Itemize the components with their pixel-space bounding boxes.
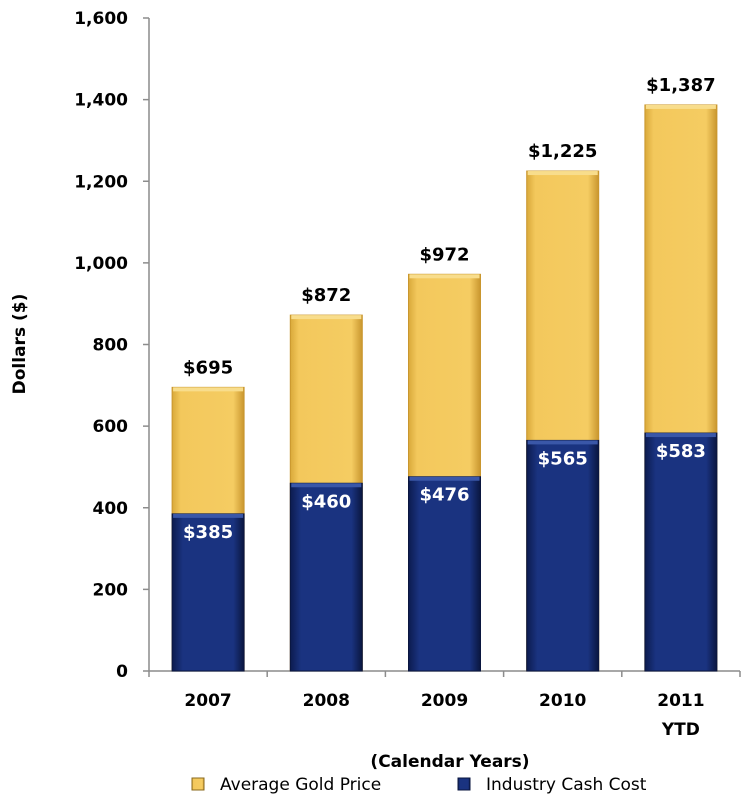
bar-gold-highlight <box>291 315 362 320</box>
y-tick-label: 1,400 <box>74 91 128 111</box>
data-label-cash-cost: $565 <box>538 448 588 469</box>
x-tick-label: 2010 <box>539 691 586 711</box>
bar-gold-highlight <box>527 171 598 176</box>
bar-gold-highlight <box>173 387 244 392</box>
data-label-gold-price: $872 <box>301 285 351 306</box>
bar-cost-highlight <box>527 440 598 445</box>
y-tick-label: 400 <box>93 499 129 519</box>
x-axis-title: (Calendar Years) <box>370 752 529 772</box>
legend-label-cash-cost: Industry Cash Cost <box>486 775 647 795</box>
bar-cash-cost <box>171 513 245 672</box>
legend-swatch-gold-price <box>191 777 205 791</box>
bar-cash-cost <box>289 482 363 672</box>
y-tick-label: 1,600 <box>74 9 128 29</box>
y-tick-label: 600 <box>93 417 129 437</box>
data-label-cash-cost: $385 <box>183 522 233 543</box>
y-tick-label: 200 <box>93 580 129 600</box>
y-tick-label: 1,000 <box>74 254 128 274</box>
x-tick-label: 2007 <box>184 691 231 711</box>
data-label-gold-price: $695 <box>183 357 233 378</box>
bar-gold-highlight <box>409 274 480 279</box>
bar-cost-highlight <box>291 483 362 488</box>
legend-swatch-cash-cost <box>457 777 471 791</box>
data-label-cash-cost: $476 <box>419 485 469 506</box>
data-label-gold-price: $1,387 <box>646 75 715 96</box>
y-axis-title: Dollars ($) <box>10 294 30 395</box>
x-tick-label: 2011 YTD <box>657 691 704 740</box>
bar-cost-highlight <box>409 476 480 481</box>
legend: Average Gold Price Industry Cash Cost <box>191 775 647 795</box>
x-tick-label: 2008 <box>303 691 350 711</box>
bar-cost-highlight <box>173 513 244 518</box>
bar-cash-cost <box>644 432 718 672</box>
bar-gold-highlight <box>645 104 716 109</box>
y-tick-label: 800 <box>93 336 129 356</box>
y-tick-label: 1,200 <box>74 172 128 192</box>
bar-cash-cost <box>526 439 600 672</box>
data-label-gold-price: $1,225 <box>528 141 597 162</box>
bar-cost-highlight <box>645 433 716 438</box>
data-label-cash-cost: $583 <box>656 441 706 462</box>
data-label-cash-cost: $460 <box>301 491 351 512</box>
y-tick-label: 0 <box>116 662 128 682</box>
legend-label-gold-price: Average Gold Price <box>220 775 381 795</box>
bar-cash-cost <box>408 476 481 672</box>
data-label-gold-price: $972 <box>419 244 469 265</box>
x-tick-label: 2009 <box>421 691 468 711</box>
